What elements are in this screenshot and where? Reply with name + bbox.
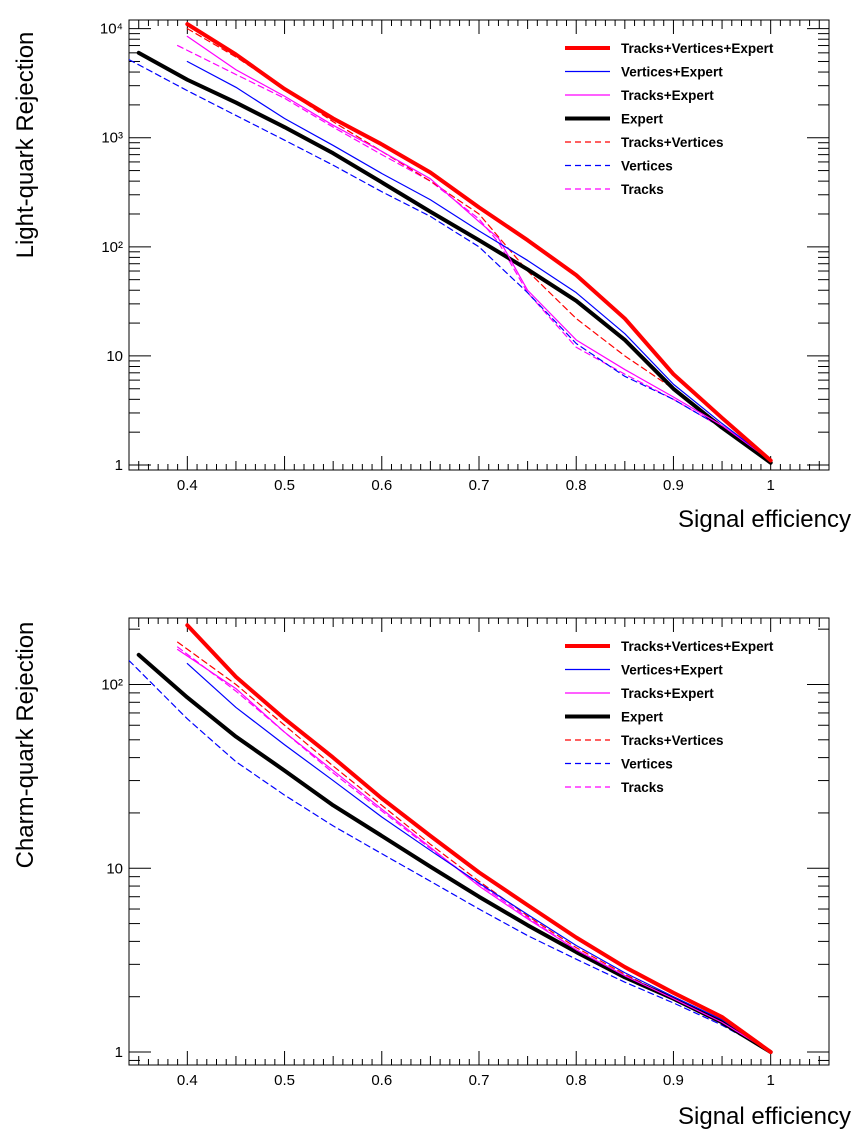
series-line-vertices <box>129 659 772 1053</box>
legend: Tracks+Vertices+Expert Vertices+Expert Tra… <box>565 41 774 197</box>
legend-label: Tracks+Vertices <box>621 733 723 748</box>
legend-label: Vertices <box>621 757 673 772</box>
plot-frame <box>128 617 830 1066</box>
light-quark-panel: 0.4 0.5 0.6 0.7 0.8 0.9 1 1 10 10² 10³ 10⁴ Signal ef… <box>12 19 851 533</box>
charm-quark-panel: 0.4 0.5 0.6 0.7 0.8 0.9 1 1 10 10² Signal efficien… <box>12 617 851 1129</box>
y-tick-label: 10 <box>106 348 123 365</box>
x-axis-title: Signal efficiency <box>678 1103 851 1129</box>
series-line-expert <box>136 50 773 465</box>
y-tick-label: 10 <box>106 860 123 877</box>
x-tick-label: 0.6 <box>371 1072 392 1089</box>
y-tick-label: 1 <box>115 457 123 474</box>
x-tick-label: 0.5 <box>274 1072 295 1089</box>
legend-label: Vertices+Expert <box>621 65 723 80</box>
plot-frame <box>128 19 830 471</box>
series-line-tracks-vertices-expert <box>185 22 773 463</box>
legend-label: Tracks <box>621 182 664 197</box>
legend-label: Vertices+Expert <box>621 663 723 678</box>
x-tick-label: 0.4 <box>177 477 198 494</box>
series-line-tracks-expert <box>186 35 772 462</box>
series-group <box>129 22 773 465</box>
legend-label: Tracks <box>621 780 664 795</box>
x-tick-label: 0.9 <box>663 477 684 494</box>
x-tick-label: 0.8 <box>566 1072 587 1089</box>
x-axis-title: Signal efficiency <box>678 506 851 533</box>
legend-label: Tracks+Vertices <box>621 135 723 150</box>
legend-label: Tracks+Vertices+Expert <box>621 639 774 654</box>
legend-label: Tracks+Expert <box>621 88 714 103</box>
x-tick-label: 0.4 <box>177 1072 198 1089</box>
y-tick-label: 10⁴ <box>100 21 123 38</box>
series-line-tracks-expert <box>177 648 772 1053</box>
legend-label: Expert <box>621 710 664 725</box>
x-tick-label: 0.9 <box>663 1072 684 1089</box>
y-tick-label: 10³ <box>101 130 123 147</box>
y-tick-label: 10² <box>101 239 123 256</box>
series-line-vertices-expert <box>186 662 772 1053</box>
y-tick-label: 10² <box>101 676 123 693</box>
legend-label: Expert <box>621 112 664 127</box>
x-tick-label: 0.5 <box>274 477 295 494</box>
x-tick-label: 1 <box>766 1072 774 1089</box>
legend-label: Vertices <box>621 159 673 174</box>
series-line-vertices-expert <box>186 60 772 462</box>
x-tick-label: 0.8 <box>566 477 587 494</box>
series-line-tracks <box>177 646 772 1053</box>
y-axis-title: Charm-quark Rejection <box>12 622 39 869</box>
legend-label: Tracks+Vertices+Expert <box>621 41 774 56</box>
x-tick-label: 1 <box>766 477 774 494</box>
series-line-tracks <box>177 44 772 464</box>
y-axis-title: Light-quark Rejection <box>12 32 39 259</box>
series-group <box>129 623 773 1055</box>
x-tick-label: 0.7 <box>469 477 490 494</box>
legend: Tracks+Vertices+Expert Vertices+Expert Tra… <box>565 639 774 795</box>
series-line-tracks-vertices-expert <box>185 623 773 1055</box>
x-tick-label: 0.6 <box>371 477 392 494</box>
y-tick-label: 1 <box>115 1044 123 1061</box>
series-line-vertices <box>129 59 772 464</box>
x-tick-label: 0.7 <box>469 1072 490 1089</box>
legend-label: Tracks+Expert <box>621 686 714 701</box>
